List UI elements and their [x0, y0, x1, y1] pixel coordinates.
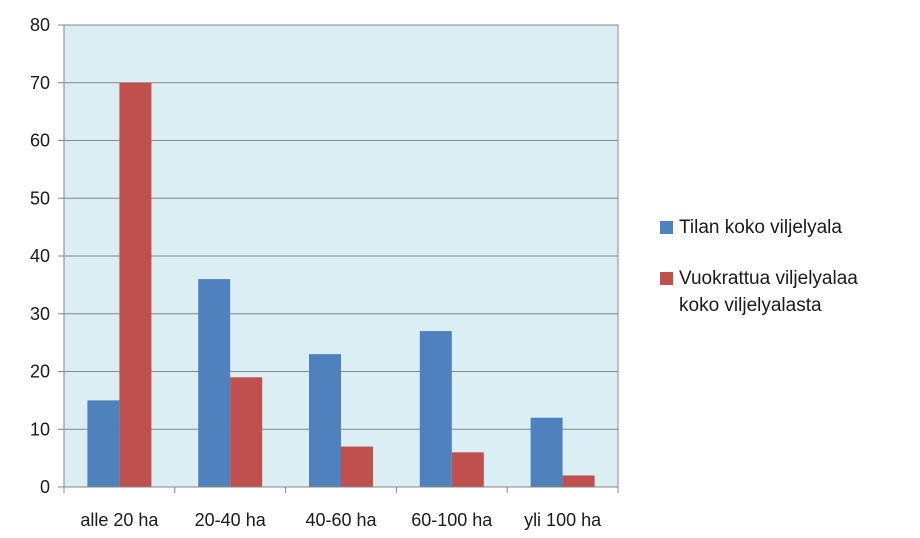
x-tick-label: yli 100 ha: [524, 510, 602, 530]
legend-label-series-1: Tilan koko viljelyala: [679, 217, 842, 238]
legend-item-series-1: Tilan koko viljelyala: [660, 214, 920, 241]
bar-series-2: [230, 377, 263, 487]
y-tick-label: 70: [30, 73, 50, 93]
y-tick-label: 0: [40, 477, 50, 497]
legend-item-series-2: Vuokrattua viljelyalaa koko viljelyalast…: [660, 265, 920, 319]
y-tick-label: 80: [30, 15, 50, 35]
x-tick-label: 40-60 ha: [305, 510, 377, 530]
bar-series-1: [198, 279, 231, 487]
gridlines: [58, 24, 618, 488]
y-tick-label: 10: [30, 419, 50, 439]
legend: Tilan koko viljelyala Vuokrattua viljely…: [660, 214, 920, 343]
legend-label-series-2: Vuokrattua viljelyalaa koko viljelyalast…: [679, 268, 858, 316]
bar-series-1: [419, 331, 452, 487]
x-tick-labels: alle 20 ha 20-40 ha 40-60 ha 60-100 ha yli 1…: [80, 510, 602, 530]
axes: [63, 25, 619, 493]
bar-series-2: [341, 446, 373, 487]
bar-series-1: [309, 354, 341, 487]
bar-series-2: [451, 452, 484, 487]
x-tick-label: 20-40 ha: [195, 510, 267, 530]
y-tick-label: 50: [30, 188, 50, 208]
y-tick-labels: 0 10 20 30 40 50 60 70 80: [30, 15, 50, 497]
y-tick-label: 40: [30, 246, 50, 266]
bars: [87, 82, 595, 487]
y-tick-label: 20: [30, 362, 50, 382]
bar-series-1: [87, 400, 120, 487]
bar-series-1: [530, 417, 563, 487]
y-tick-label: 30: [30, 304, 50, 324]
bar-series-2: [562, 475, 595, 487]
legend-swatch-series-2: [660, 272, 673, 285]
x-tick-label: alle 20 ha: [80, 510, 159, 530]
legend-swatch-series-1: [660, 221, 673, 234]
bar-series-2: [119, 82, 152, 487]
x-tick-label: 60-100 ha: [411, 510, 493, 530]
y-tick-label: 60: [30, 131, 50, 151]
